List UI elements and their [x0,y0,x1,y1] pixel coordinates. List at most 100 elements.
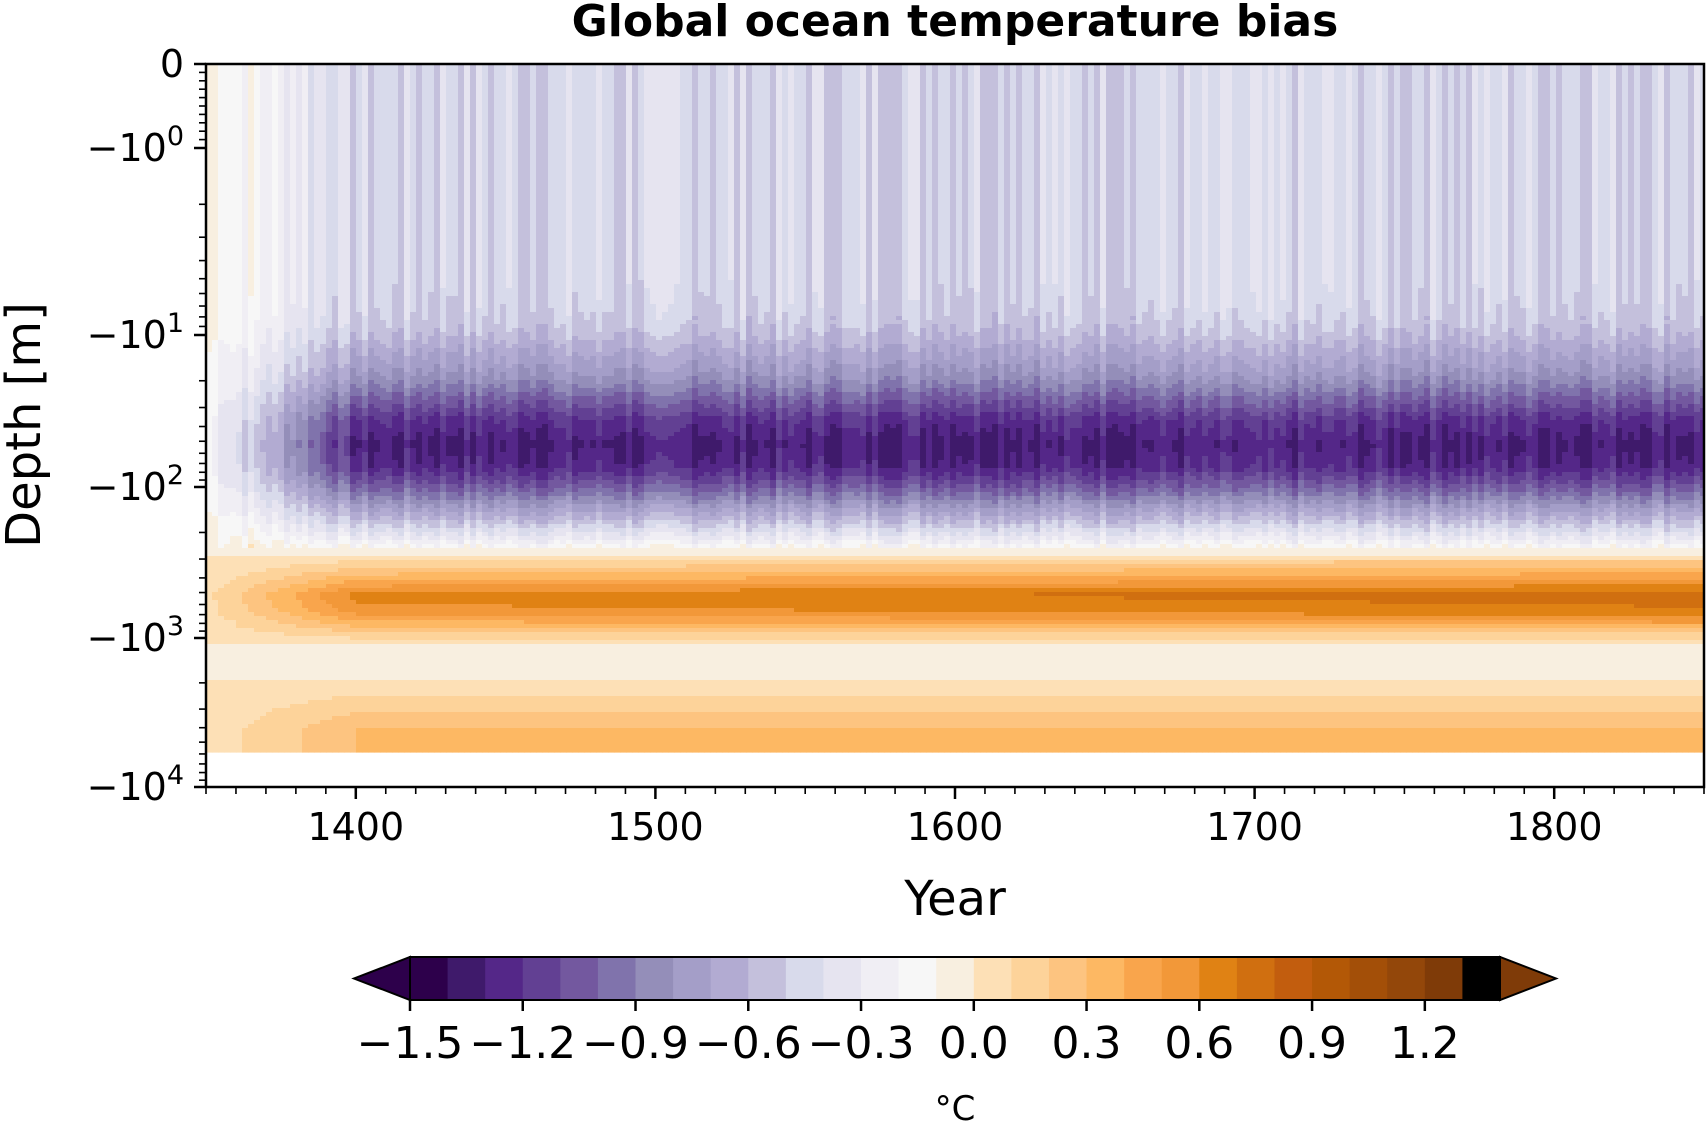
heatmap-cell [290,656,297,661]
heatmap-cell [266,736,273,741]
heatmap-cell [266,364,273,369]
heatmap-cell [212,224,219,229]
heatmap-cell [230,412,237,417]
heatmap-cell [230,308,237,313]
heatmap-cell [284,728,291,733]
heatmap-cell [290,576,297,581]
heatmap-cell [254,468,261,473]
heatmap-cell [248,316,255,321]
heatmap-cell [230,552,237,557]
heatmap-cell [290,228,297,233]
heatmap-cell [236,324,243,329]
heatmap-cell [230,260,237,265]
heatmap-cell [242,704,249,709]
heatmap-cell [296,200,303,205]
heatmap-cell [242,512,249,517]
heatmap-cell [254,124,261,129]
heatmap-cell [236,516,243,521]
heatmap-cell [278,348,285,353]
heatmap-cell [284,300,291,305]
heatmap-cell [278,380,285,385]
heatmap-cell [296,184,303,189]
heatmap-cell [320,312,327,317]
heatmap-cell [296,72,303,77]
heatmap-cell [278,280,285,285]
heatmap-cell [212,660,219,665]
heatmap-cell [230,192,237,197]
heatmap-cell [296,536,303,541]
heatmap-cell [218,292,225,297]
heatmap-cell [320,524,327,529]
heatmap-cell [272,288,279,293]
heatmap-cell [236,732,243,737]
heatmap-cell [236,452,243,457]
heatmap-cell [302,496,309,501]
heatmap-cell [236,560,243,565]
heatmap-cell [266,220,273,225]
heatmap-cell [218,632,225,637]
heatmap-cell [218,440,225,445]
heatmap-cell [314,728,321,733]
heatmap-cell [260,468,267,473]
heatmap-cell [266,136,273,141]
heatmap-cell [290,580,297,585]
heatmap-cell [212,728,219,733]
heatmap-cell [308,116,315,121]
heatmap-cell [254,464,261,469]
heatmap-cell [266,288,273,293]
heatmap-cell [218,660,225,665]
heatmap-cell [302,416,309,421]
heatmap-cell [230,408,237,413]
heatmap-cell [314,232,321,237]
heatmap-cell [272,484,279,489]
heatmap-cell [278,424,285,429]
heatmap-cell [284,288,291,293]
heatmap-cell [296,748,303,753]
heatmap-cell [212,632,219,637]
heatmap-cell [320,400,327,405]
heatmap-cell [308,268,315,273]
heatmap-cell [248,512,255,517]
heatmap-cell [260,652,267,657]
heatmap-cell [242,464,249,469]
heatmap-cell [290,696,297,701]
heatmap-cell [224,736,231,741]
heatmap-cell [212,272,219,277]
heatmap-cell [314,484,321,489]
heatmap-cell [302,544,309,549]
heatmap-cell [314,444,321,449]
heatmap-cell [248,72,255,77]
heatmap-cell [242,452,249,457]
heatmap-cell [248,496,255,501]
heatmap-cell [296,472,303,477]
heatmap-cell [212,372,219,377]
heatmap-cell [296,592,303,597]
heatmap-cell [284,504,291,509]
heatmap-cell [320,156,327,161]
heatmap-cell [272,184,279,189]
heatmap-cell [260,116,267,121]
heatmap-cell [314,624,321,629]
heatmap-cell [278,448,285,453]
heatmap-cell [296,584,303,589]
heatmap-cell [284,684,291,689]
heatmap-cell [308,684,315,689]
heatmap-cell [308,516,315,521]
heatmap-cell [230,448,237,453]
heatmap-cell [308,148,315,153]
heatmap-cell [230,520,237,525]
heatmap-cell [260,668,267,673]
heatmap-cell [290,556,297,561]
heatmap-cell [308,480,315,485]
heatmap-cell [284,724,291,729]
heatmap-cell [236,248,243,253]
heatmap-cell [218,208,225,213]
heatmap-cell [224,560,231,565]
heatmap-cell [242,300,249,305]
heatmap-cell [248,624,255,629]
heatmap-cell [260,316,267,321]
heatmap-cell [236,636,243,641]
heatmap-cell [284,448,291,453]
heatmap-cell [296,244,303,249]
heatmap-cell [266,244,273,249]
